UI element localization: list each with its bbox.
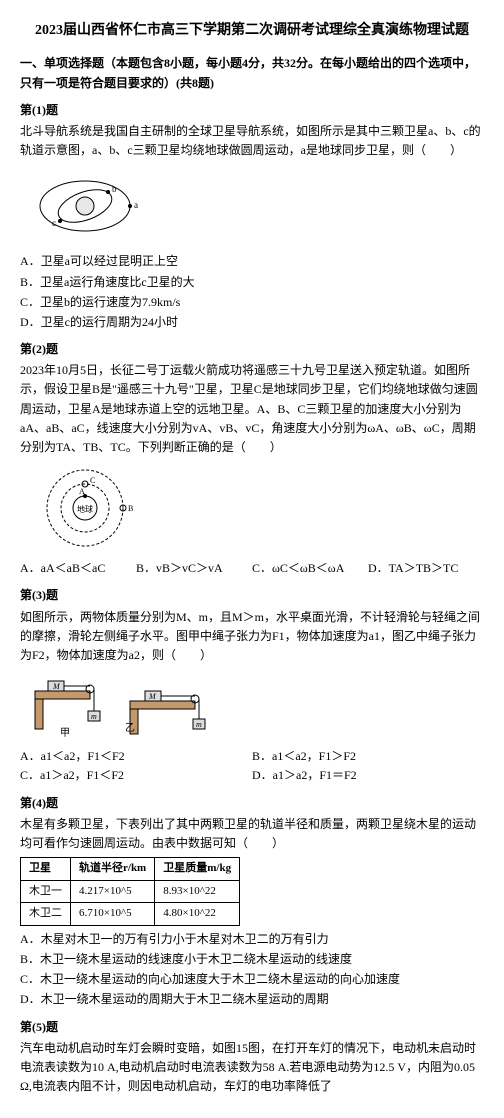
q2-options: A．aA＜aB＜aC B．vB＞vC＞vA C．ωC＜ωB＜ωA D．TA＞TB… [20,559,484,578]
svg-text:地球: 地球 [77,504,93,514]
q1-diagram: a b c [30,166,484,246]
q1-label: 第(1)题 [20,101,484,120]
q3-options: A．a1＜a2，F1＜F2 B．a1＜a2，F1＞F2 C．a1＞a2，F1＜F… [20,747,484,785]
q1-opt-d: D．卫星c的运行周期为24小时 [20,313,484,332]
svg-text:C: C [90,476,95,485]
q4-r0c0: 木卫一 [21,880,71,903]
q4-label: 第(4)题 [20,794,484,813]
q3-diagram: M m 甲 M m 乙 [30,671,484,741]
q4-th2: 卫星质量m/kg [155,858,240,881]
q3-opt-a: A．a1＜a2，F1＜F2 [20,747,252,766]
q4-text: 木星有多颗卫星，下表列出了其中两颗卫星的轨道半径和质量，两颗卫星绕木星的运动均可… [20,815,484,853]
q2-opt-a: A．aA＜aB＜aC [20,559,136,578]
q2-text: 2023年10月5日，长征二号丁运载火箭成功将遥感三十九号卫星送入预定轨道。如图… [20,361,484,457]
q4-r0c1: 4.217×10^5 [71,880,155,903]
q3-opt-c: C．a1＞a2，F1＜F2 [20,766,252,785]
q3-text: 如图所示，两物体质量分别为M、m，且M＞m，水平桌面光滑，不计轻滑轮与轻绳之间的… [20,608,484,666]
q1-opt-c: C．卫星b的运行速度为7.9km/s [20,293,484,312]
q4-r0c2: 8.93×10^22 [155,880,240,903]
svg-text:a: a [134,200,138,210]
q4-opt-c: C．木卫一绕木星运动的向心加速度大于木卫二绕木星运动的向心加速度 [20,970,484,989]
svg-text:b: b [112,184,117,194]
q1-options: A．卫星a可以经过昆明正上空 B．卫星a运行角速度比c卫星的大 C．卫星b的运行… [20,252,484,332]
q5-text: 汽车电动机启动时车灯会瞬时变暗，如图15图，在打开车灯的情况下，电动机未启动时电… [20,1039,484,1097]
q4-opt-d: D．木卫一绕木星运动的周期大于木卫二绕木星运动的周期 [20,990,484,1009]
svg-text:乙: 乙 [125,722,135,734]
q1-opt-a: A．卫星a可以经过昆明正上空 [20,252,484,271]
q2-opt-b: B．vB＞vC＞vA [136,559,252,578]
svg-text:c: c [52,218,56,228]
svg-text:甲: 甲 [60,728,70,739]
q4-opt-b: B．木卫一绕木星运动的线速度小于木卫二绕木星运动的线速度 [20,950,484,969]
svg-text:M: M [148,692,157,701]
q4-table: 卫星 轨道半径r/km 卫星质量m/kg 木卫一 4.217×10^5 8.93… [20,857,240,926]
page-title: 2023届山西省怀仁市高三下学期第二次调研考试理综全真演练物理试题 [20,20,484,42]
q1-opt-b: B．卫星a运行角速度比c卫星的大 [20,273,484,292]
q5-label: 第(5)题 [20,1018,484,1037]
q3-opt-d: D．a1＞a2，F1＝F2 [252,766,484,785]
q4-opt-a: A．木星对木卫一的万有引力小于木星对木卫二的万有引力 [20,930,484,949]
q2-opt-c: C．ωC＜ωB＜ωA [252,559,368,578]
q3-opt-b: B．a1＜a2，F1＞F2 [252,747,484,766]
svg-text:m: m [196,720,202,729]
svg-text:m: m [91,712,97,721]
q2-diagram: 地球 A B C [30,463,484,553]
section-heading: 一、单项选择题（本题包含8小题，每小题4分，共32分。在每小题给出的四个选项中，… [20,54,484,92]
svg-text:M: M [52,682,61,691]
q2-label: 第(2)题 [20,340,484,359]
q4-options: A．木星对木卫一的万有引力小于木星对木卫二的万有引力 B．木卫一绕木星运动的线速… [20,930,484,1010]
q4-th1: 轨道半径r/km [71,858,155,881]
q3-label: 第(3)题 [20,586,484,605]
q4-r1c2: 4.80×10^22 [155,903,240,926]
q2-opt-d: D．TA＞TB＞TC [368,559,484,578]
q1-text: 北斗导航系统是我国自主研制的全球卫星导航系统，如图所示是其中三颗卫星a、b、c的… [20,122,484,160]
svg-text:B: B [128,504,133,513]
q4-th0: 卫星 [21,858,71,881]
svg-text:A: A [79,487,85,496]
q4-r1c0: 木卫二 [21,903,71,926]
q4-r1c1: 6.710×10^5 [71,903,155,926]
